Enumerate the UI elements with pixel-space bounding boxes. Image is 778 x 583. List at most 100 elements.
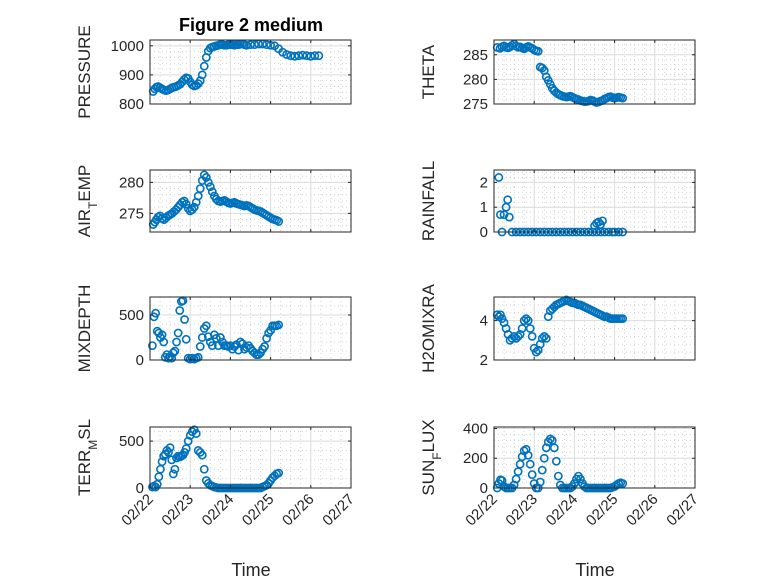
data-point [201, 321, 211, 331]
data-point [159, 337, 169, 347]
axes-frame [493, 39, 696, 105]
data-point [306, 51, 316, 61]
y-axis-label: PRESSURE [75, 25, 94, 119]
data-point [164, 447, 173, 457]
y-axis-label: H2OMIXRA [419, 283, 438, 372]
data-point [539, 453, 549, 463]
data-point [531, 347, 541, 357]
y-tick-label: 280 [119, 174, 144, 191]
data-point [314, 51, 324, 61]
axes-frame [149, 296, 352, 361]
data-point [181, 334, 191, 344]
data-point [148, 341, 157, 350]
subplot-h2omixra: 2 4 H2OMIXRA [419, 283, 696, 373]
data-point [172, 337, 181, 347]
data-point [205, 182, 215, 192]
figure-title: Figure 2 medium [179, 15, 323, 35]
data-point [525, 324, 535, 333]
y-tick-label: 0 [136, 352, 144, 369]
data-point [274, 217, 284, 226]
data-point [207, 341, 217, 350]
data-point [576, 474, 585, 484]
data-point [260, 342, 269, 351]
y-tick-label: 275 [119, 205, 144, 222]
data-point [527, 331, 537, 341]
subplot-rainfall: 0 1 2 RAINFALL [419, 161, 696, 241]
data-point [170, 346, 180, 356]
y-axis-label: SUNFLUX [419, 419, 444, 495]
data-point [517, 324, 527, 333]
data-point [496, 310, 505, 320]
data-point [494, 173, 504, 182]
data-point [503, 195, 513, 205]
data-point [533, 46, 543, 56]
data-point [302, 51, 312, 61]
data-point [168, 469, 178, 479]
data-point [310, 51, 320, 61]
data-point [274, 320, 284, 330]
data-point [215, 333, 225, 342]
y-tick-label: 2 [480, 174, 488, 191]
data-point [537, 465, 547, 475]
x-axis-label-right: Time [575, 560, 614, 580]
data-point [167, 455, 177, 465]
data-point [175, 306, 185, 315]
axes-frame [493, 426, 696, 489]
data-point [527, 470, 537, 480]
data-point [170, 464, 180, 474]
data-point [199, 61, 209, 71]
data-point [164, 353, 173, 363]
data-point [197, 333, 207, 342]
y-tick-label: 4 [480, 313, 488, 330]
data-point [294, 51, 304, 61]
data-point [191, 429, 201, 438]
data-point [553, 471, 563, 481]
data-point [197, 450, 207, 460]
y-tick-label: 0 [480, 224, 488, 241]
y-tick-label: 400 [463, 420, 488, 437]
data-point [523, 316, 533, 326]
subplot-mixdepth: 0 500 MIXDEPTH [75, 285, 352, 372]
data-point [180, 315, 189, 324]
data-point [201, 173, 211, 182]
y-tick-label: 200 [463, 450, 488, 467]
data-point [551, 456, 561, 466]
subplot-air-temp: 275 280 AIRTEMP [75, 165, 352, 237]
data-point [541, 333, 551, 343]
subplot-theta: 275 280 285 THETA [419, 39, 696, 113]
data-point [598, 216, 607, 226]
data-point [254, 350, 263, 359]
y-tick-label: 500 [119, 433, 144, 450]
data-point [157, 457, 167, 467]
data-point [199, 464, 209, 474]
data-point [246, 40, 255, 50]
data-point [197, 70, 207, 80]
data-point [298, 50, 308, 60]
data-point [151, 308, 161, 318]
axes-frame [493, 296, 696, 361]
data-point [519, 316, 529, 326]
data-point [250, 348, 259, 358]
data-point [525, 459, 535, 469]
data-point [618, 93, 628, 103]
data-point [545, 434, 555, 444]
data-point [549, 443, 559, 453]
data-point [580, 482, 589, 491]
y-axis-label: TERRMSL [75, 419, 100, 496]
axes-frame [149, 169, 352, 233]
data-point [290, 51, 300, 61]
y-tick-label: 800 [119, 96, 144, 113]
data-point [521, 314, 531, 324]
data-point [537, 63, 547, 73]
x-axis-label-left: Time [231, 560, 270, 580]
axes-frame [149, 426, 352, 489]
axes-frame [149, 39, 352, 105]
data-point [193, 352, 203, 362]
subplot-pressure: 800 900 1000 PRESSURE [75, 25, 352, 119]
data-point [499, 482, 509, 491]
data-point [195, 184, 205, 193]
data-point [203, 177, 213, 187]
data-point [207, 187, 217, 197]
data-point [236, 337, 245, 347]
